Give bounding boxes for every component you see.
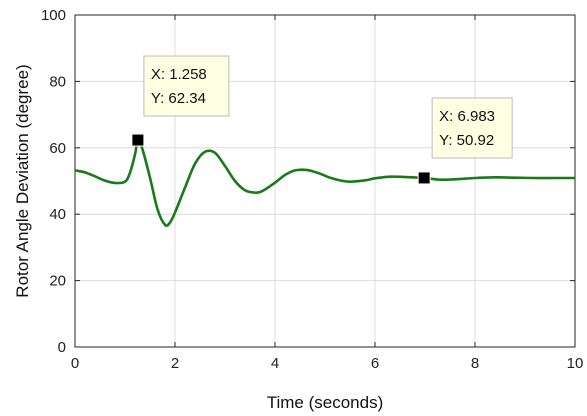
rotor-angle-line (74, 138, 575, 227)
x-tick-labels: 0 2 4 6 8 10 (71, 355, 584, 372)
x-tick-label: 0 (71, 355, 79, 372)
x-axis-title: Time (seconds) (267, 393, 384, 412)
y-tick-labels: 0 20 40 60 80 100 (41, 7, 66, 356)
y-tick-label: 20 (49, 273, 66, 290)
datatip-box (143, 55, 230, 117)
datatip-y-label: Y: 50.92 (439, 132, 494, 149)
plot-frame (74, 14, 576, 348)
y-tick-label: 60 (49, 140, 66, 157)
datatips: X: 1.258 Y: 62.34 X: 6.983 Y: 50.92 (131, 55, 513, 185)
y-axis-title: Rotor Angle Deviation (degree) (13, 64, 32, 297)
x-tick-label: 4 (271, 355, 279, 372)
x-tick-label: 8 (471, 355, 479, 372)
series-group (74, 138, 575, 227)
y-tick-label: 40 (49, 206, 66, 223)
y-tick-label: 100 (41, 7, 66, 24)
datatip-x-label: X: 6.983 (439, 108, 495, 125)
y-tick-label: 80 (49, 73, 66, 90)
datatip-y-label: Y: 62.34 (151, 90, 206, 107)
datatip-marker (417, 171, 431, 185)
axes (74, 14, 576, 348)
x-tick-label: 10 (567, 355, 584, 372)
x-tick-label: 2 (171, 355, 179, 372)
datatip-marker (131, 133, 145, 147)
datatip-x-label: X: 1.258 (151, 66, 207, 83)
datatip-box (431, 97, 513, 159)
y-tick-label: 0 (58, 339, 66, 356)
x-tick-label: 6 (371, 355, 379, 372)
